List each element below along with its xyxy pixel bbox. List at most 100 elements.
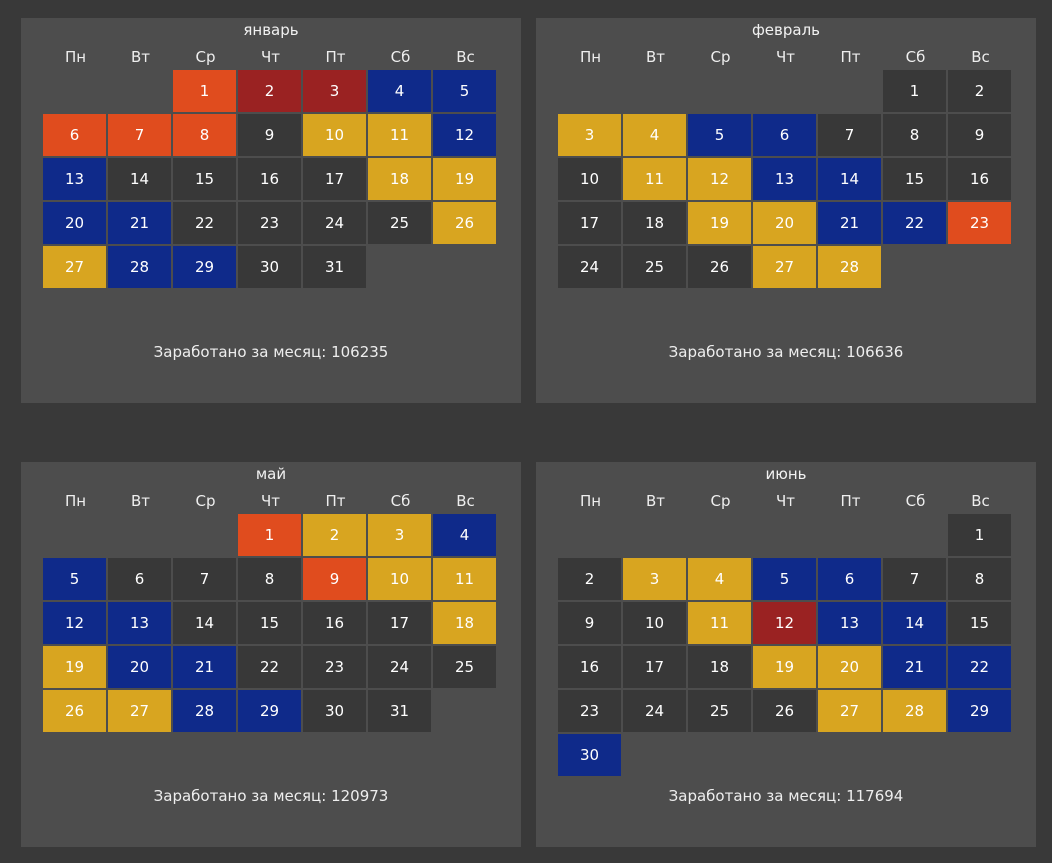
day-cell[interactable]: 23 xyxy=(238,202,301,244)
day-cell[interactable]: 14 xyxy=(108,158,171,200)
day-cell[interactable]: 10 xyxy=(623,602,686,644)
day-cell[interactable]: 27 xyxy=(108,690,171,732)
day-cell[interactable]: 2 xyxy=(238,70,301,112)
day-cell[interactable]: 1 xyxy=(883,70,946,112)
day-cell[interactable]: 5 xyxy=(43,558,106,600)
day-cell[interactable]: 10 xyxy=(303,114,366,156)
day-cell[interactable]: 29 xyxy=(173,246,236,288)
day-cell[interactable]: 16 xyxy=(558,646,621,688)
day-cell[interactable]: 22 xyxy=(238,646,301,688)
day-cell[interactable]: 7 xyxy=(108,114,171,156)
day-cell[interactable]: 1 xyxy=(948,514,1011,556)
day-cell[interactable]: 9 xyxy=(558,602,621,644)
day-cell[interactable]: 22 xyxy=(173,202,236,244)
day-cell[interactable]: 23 xyxy=(948,202,1011,244)
day-cell[interactable]: 9 xyxy=(238,114,301,156)
day-cell[interactable]: 5 xyxy=(433,70,496,112)
day-cell[interactable]: 14 xyxy=(173,602,236,644)
day-cell[interactable]: 30 xyxy=(238,246,301,288)
day-cell[interactable]: 1 xyxy=(238,514,301,556)
day-cell[interactable]: 15 xyxy=(883,158,946,200)
day-cell[interactable]: 18 xyxy=(688,646,751,688)
day-cell[interactable]: 24 xyxy=(368,646,431,688)
day-cell[interactable]: 20 xyxy=(108,646,171,688)
day-cell[interactable]: 29 xyxy=(238,690,301,732)
day-cell[interactable]: 25 xyxy=(433,646,496,688)
day-cell[interactable]: 9 xyxy=(303,558,366,600)
day-cell[interactable]: 16 xyxy=(238,158,301,200)
day-cell[interactable]: 16 xyxy=(303,602,366,644)
day-cell[interactable]: 31 xyxy=(368,690,431,732)
day-cell[interactable]: 13 xyxy=(43,158,106,200)
day-cell[interactable]: 24 xyxy=(623,690,686,732)
day-cell[interactable]: 24 xyxy=(558,246,621,288)
day-cell[interactable]: 5 xyxy=(753,558,816,600)
day-cell[interactable]: 26 xyxy=(753,690,816,732)
day-cell[interactable]: 29 xyxy=(948,690,1011,732)
day-cell[interactable]: 19 xyxy=(43,646,106,688)
day-cell[interactable]: 30 xyxy=(303,690,366,732)
day-cell[interactable]: 17 xyxy=(303,158,366,200)
day-cell[interactable]: 21 xyxy=(108,202,171,244)
day-cell[interactable]: 23 xyxy=(303,646,366,688)
day-cell[interactable]: 12 xyxy=(43,602,106,644)
day-cell[interactable]: 26 xyxy=(43,690,106,732)
day-cell[interactable]: 30 xyxy=(558,734,621,776)
day-cell[interactable]: 7 xyxy=(883,558,946,600)
day-cell[interactable]: 8 xyxy=(948,558,1011,600)
day-cell[interactable]: 28 xyxy=(108,246,171,288)
day-cell[interactable]: 3 xyxy=(303,70,366,112)
day-cell[interactable]: 18 xyxy=(433,602,496,644)
day-cell[interactable]: 20 xyxy=(818,646,881,688)
day-cell[interactable]: 20 xyxy=(753,202,816,244)
day-cell[interactable]: 8 xyxy=(173,114,236,156)
day-cell[interactable]: 27 xyxy=(43,246,106,288)
day-cell[interactable]: 28 xyxy=(818,246,881,288)
day-cell[interactable]: 7 xyxy=(173,558,236,600)
day-cell[interactable]: 19 xyxy=(753,646,816,688)
day-cell[interactable]: 18 xyxy=(623,202,686,244)
day-cell[interactable]: 4 xyxy=(433,514,496,556)
day-cell[interactable]: 2 xyxy=(558,558,621,600)
day-cell[interactable]: 26 xyxy=(688,246,751,288)
day-cell[interactable]: 4 xyxy=(623,114,686,156)
day-cell[interactable]: 15 xyxy=(238,602,301,644)
day-cell[interactable]: 11 xyxy=(688,602,751,644)
day-cell[interactable]: 9 xyxy=(948,114,1011,156)
day-cell[interactable]: 17 xyxy=(558,202,621,244)
day-cell[interactable]: 28 xyxy=(883,690,946,732)
day-cell[interactable]: 2 xyxy=(948,70,1011,112)
day-cell[interactable]: 7 xyxy=(818,114,881,156)
day-cell[interactable]: 11 xyxy=(433,558,496,600)
day-cell[interactable]: 8 xyxy=(883,114,946,156)
day-cell[interactable]: 14 xyxy=(818,158,881,200)
day-cell[interactable]: 22 xyxy=(948,646,1011,688)
day-cell[interactable]: 23 xyxy=(558,690,621,732)
day-cell[interactable]: 14 xyxy=(883,602,946,644)
day-cell[interactable]: 3 xyxy=(368,514,431,556)
day-cell[interactable]: 13 xyxy=(818,602,881,644)
day-cell[interactable]: 10 xyxy=(558,158,621,200)
day-cell[interactable]: 11 xyxy=(623,158,686,200)
day-cell[interactable]: 20 xyxy=(43,202,106,244)
day-cell[interactable]: 3 xyxy=(623,558,686,600)
day-cell[interactable]: 31 xyxy=(303,246,366,288)
day-cell[interactable]: 5 xyxy=(688,114,751,156)
day-cell[interactable]: 17 xyxy=(368,602,431,644)
day-cell[interactable]: 26 xyxy=(433,202,496,244)
day-cell[interactable]: 13 xyxy=(108,602,171,644)
day-cell[interactable]: 21 xyxy=(173,646,236,688)
day-cell[interactable]: 18 xyxy=(368,158,431,200)
day-cell[interactable]: 15 xyxy=(948,602,1011,644)
day-cell[interactable]: 25 xyxy=(368,202,431,244)
day-cell[interactable]: 25 xyxy=(688,690,751,732)
day-cell[interactable]: 11 xyxy=(368,114,431,156)
day-cell[interactable]: 17 xyxy=(623,646,686,688)
day-cell[interactable]: 6 xyxy=(818,558,881,600)
day-cell[interactable]: 15 xyxy=(173,158,236,200)
day-cell[interactable]: 10 xyxy=(368,558,431,600)
day-cell[interactable]: 27 xyxy=(818,690,881,732)
day-cell[interactable]: 24 xyxy=(303,202,366,244)
day-cell[interactable]: 19 xyxy=(688,202,751,244)
day-cell[interactable]: 3 xyxy=(558,114,621,156)
